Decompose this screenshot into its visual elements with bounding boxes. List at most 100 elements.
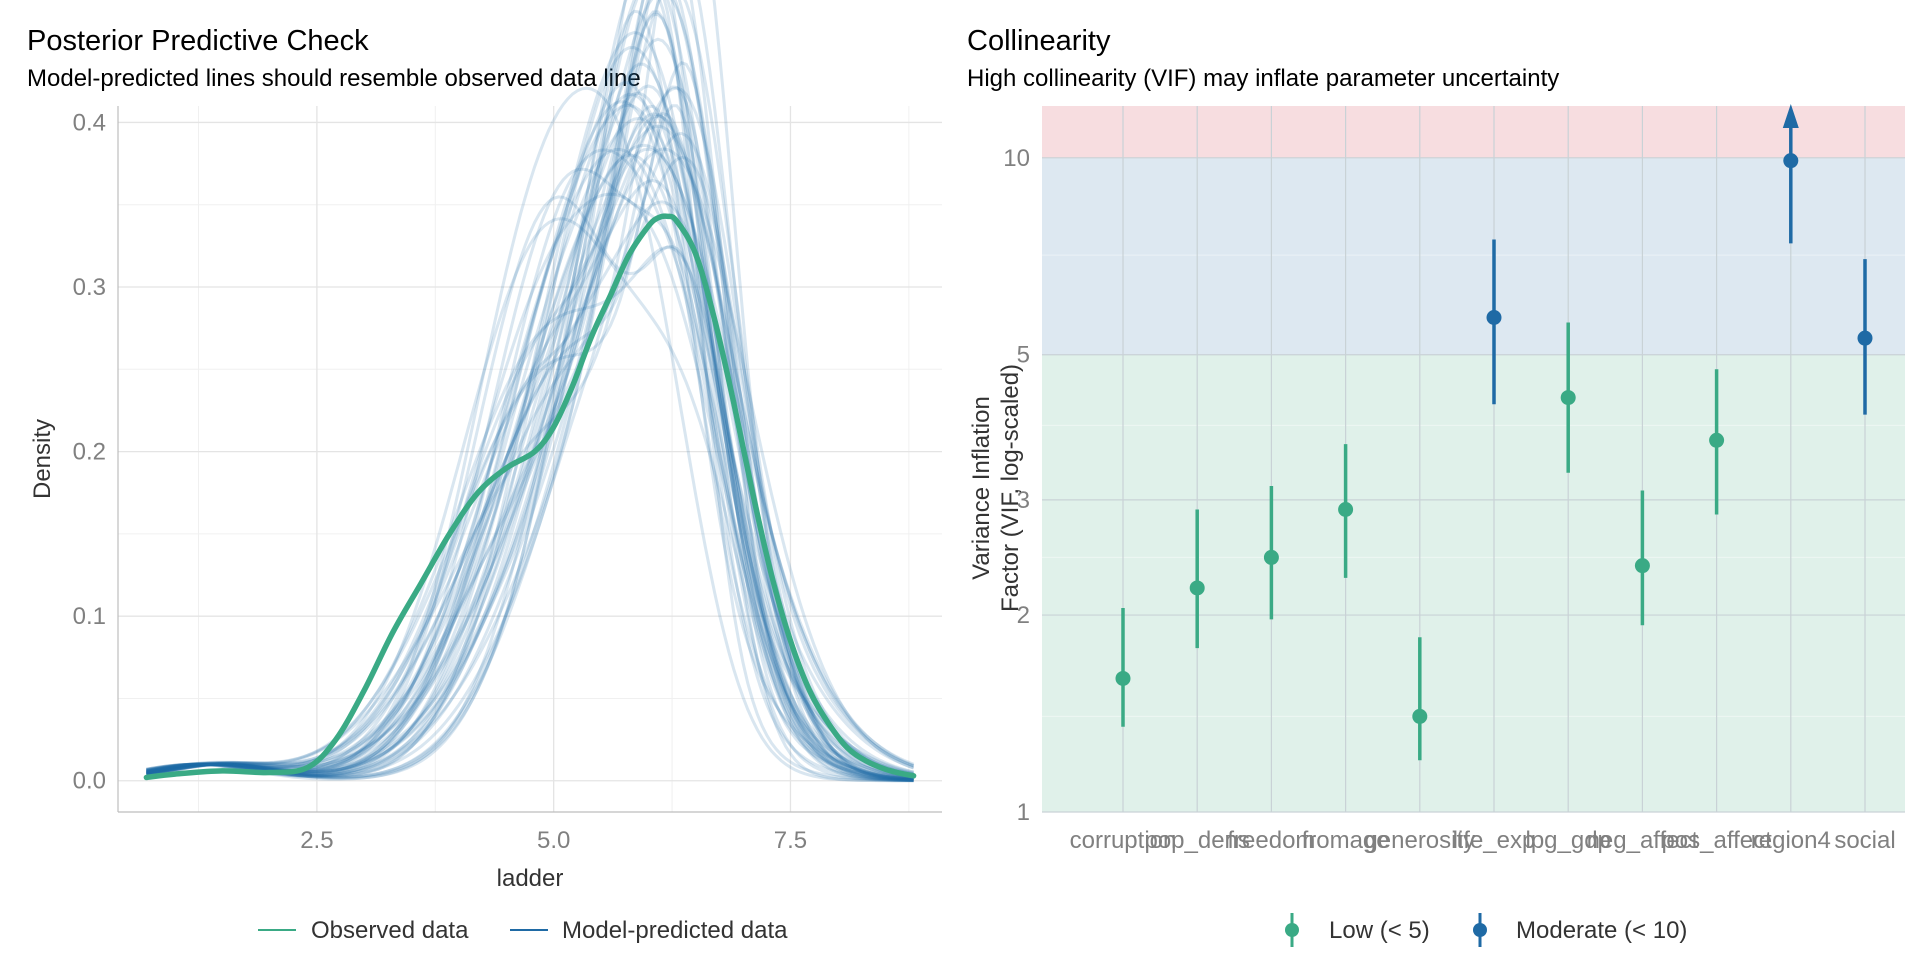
- vif-points: [1115, 104, 1873, 761]
- ppc-predicted-draw: [146, 84, 914, 781]
- ppc-predicted-draw: [146, 85, 914, 780]
- vif-band: [1042, 106, 1905, 158]
- ppc-x-tick-label: 2.5: [300, 827, 333, 854]
- vif-point-region4: [1782, 104, 1799, 244]
- ppc-y-tick-labels: 0.0 0.1 0.2 0.3 0.4: [73, 109, 106, 794]
- vif-y-tick-labels: 1 2 3 5 10: [1003, 145, 1030, 826]
- ppc-predicted-draw: [146, 91, 914, 777]
- ppc-predicted-draw: [146, 147, 915, 775]
- vif-x-tick-label: life_exp: [1453, 827, 1536, 854]
- vif-point-freedom: [1263, 486, 1279, 620]
- ppc-x-axis-label: ladder: [497, 865, 564, 892]
- ppc-predicted-draw: [146, 217, 914, 782]
- vif-point-dot: [1783, 153, 1799, 169]
- vif-y-tick-label: 1: [1017, 799, 1030, 826]
- vif-point-dot: [1486, 310, 1502, 326]
- ppc-y-tick-label: 0.2: [73, 439, 106, 466]
- vif-y-axis-label-line-2: Factor (VIF, log-scaled): [997, 364, 1024, 612]
- vif-band: [1042, 354, 1905, 812]
- vif-threshold-bands: [1042, 106, 1905, 812]
- vif-point-dot: [1412, 708, 1428, 724]
- vif-x-tick-labels: corruptionpop_densfreedomfromagegenerosi…: [1070, 827, 1896, 854]
- vif-point-pop_dens: [1189, 509, 1205, 649]
- vif-subtitle: High collinearity (VIF) may inflate para…: [967, 65, 1559, 92]
- ppc-title: Posterior Predictive Check: [27, 25, 369, 57]
- vif-y-tick-label: 5: [1017, 342, 1030, 369]
- vif-point-dot: [1634, 558, 1650, 574]
- ppc-x-tick-labels: 2.5 5.0 7.5: [300, 827, 807, 854]
- ppc-predicted-draw: [146, 104, 914, 782]
- ppc-predicted-draw: [146, 0, 914, 782]
- vif-point-lpg_gdp: [1560, 322, 1576, 473]
- vif-x-tick-label: corruption: [1070, 827, 1177, 854]
- vif-point-dot: [1338, 501, 1354, 517]
- ppc-subtitle: Model-predicted lines should resemble ob…: [27, 65, 641, 92]
- vif-point-dot: [1857, 330, 1873, 346]
- vif-x-tick-label: region4: [1751, 827, 1831, 854]
- ppc-y-tick-label: 0.4: [73, 109, 106, 136]
- vif-x-tick-label: neg_affect: [1587, 827, 1699, 854]
- vif-y-tick-label: 2: [1017, 602, 1030, 629]
- legend-low-label: Low (< 5): [1329, 917, 1430, 944]
- legend-low-swatch-dot: [1285, 923, 1299, 937]
- ppc-predicted-draw: [146, 86, 914, 783]
- vif-title: Collinearity: [967, 25, 1111, 57]
- vif-y-axis-label-line-1: Variance Inflation: [968, 396, 995, 580]
- vif-y-tick-label: 3: [1017, 487, 1030, 514]
- vif-point-dot: [1189, 580, 1205, 596]
- ppc-predicted-draw: [146, 104, 914, 781]
- ppc-predicted-draw: [146, 37, 914, 777]
- vif-point-dot: [1560, 390, 1576, 406]
- vif-point-fromage: [1338, 444, 1354, 578]
- ppc-predicted-draw: [146, 10, 914, 777]
- vif-point-generosity: [1412, 637, 1428, 761]
- legend-moderate-label: Moderate (< 10): [1516, 917, 1687, 944]
- vif-x-tick-label: generosity: [1364, 827, 1475, 854]
- vif-point-dot: [1263, 549, 1279, 565]
- ppc-predicted-draw: [146, 9, 914, 780]
- ppc-predicted-draw: [146, 245, 914, 781]
- vif-point-dot: [1709, 432, 1725, 448]
- ppc-predicted-draw: [146, 147, 914, 781]
- vif-band: [1042, 157, 1905, 355]
- ppc-panel: Posterior Predictive Check Model-predict…: [27, 0, 942, 944]
- vif-x-tick-label: pop_dens: [1144, 827, 1249, 854]
- legend-predicted-label: Model-predicted data: [562, 917, 788, 944]
- ppc-predicted-draw: [146, 167, 914, 782]
- ppc-predicted-draw: [146, 200, 914, 776]
- vif-point-neg_affect: [1634, 490, 1650, 626]
- ppc-y-tick-label: 0.1: [73, 603, 106, 630]
- vif-x-tick-label: social: [1834, 827, 1895, 854]
- vif-x-tick-label: lpg_gdp: [1525, 827, 1610, 854]
- vif-point-social: [1857, 259, 1873, 415]
- ppc-predicted-draw: [146, 131, 915, 773]
- vif-legend: Low (< 5) Moderate (< 10): [1285, 913, 1687, 947]
- ppc-predicted-draw: [146, 0, 914, 779]
- ppc-predicted-draw: [146, 80, 914, 782]
- ppc-observed-line: [143, 213, 917, 781]
- vif-point-life_exp: [1486, 239, 1502, 405]
- vif-x-tick-label: pos_affect: [1661, 827, 1772, 854]
- ppc-gridlines: [118, 106, 942, 812]
- ppc-y-axis-label: Density: [29, 419, 56, 499]
- vif-y-tick-label: 10: [1003, 145, 1030, 172]
- ppc-predicted-draw: [146, 0, 914, 776]
- vif-x-tick-label: fromage: [1302, 827, 1390, 854]
- vif-panel: Collinearity High collinearity (VIF) may…: [967, 25, 1905, 947]
- ppc-predicted-draw: [146, 178, 914, 781]
- ppc-predicted-draw: [146, 112, 915, 775]
- vif-ci-arrow: [1782, 104, 1799, 128]
- ppc-legend: Observed data Model-predicted data: [258, 917, 788, 944]
- ppc-x-tick-label: 5.0: [537, 827, 570, 854]
- legend-moderate-swatch-dot: [1473, 923, 1487, 937]
- ppc-predicted-draw: [146, 12, 914, 779]
- ppc-y-tick-label: 0.0: [73, 768, 106, 795]
- vif-point-pos_affect: [1709, 369, 1725, 515]
- vif-x-tick-label: freedom: [1227, 827, 1315, 854]
- ppc-x-tick-label: 7.5: [774, 827, 807, 854]
- ppc-y-tick-label: 0.3: [73, 274, 106, 301]
- ppc-predicted-draw: [146, 60, 914, 781]
- vif-point-corruption: [1115, 608, 1131, 727]
- legend-observed-label: Observed data: [311, 917, 469, 944]
